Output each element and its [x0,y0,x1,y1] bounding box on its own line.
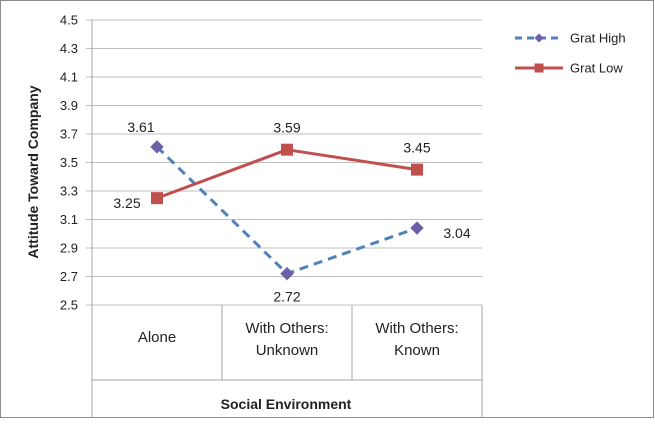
legend-label: Grat High [570,31,626,46]
grid-lines [86,19,482,306]
data-point [151,192,163,205]
data-point [411,163,423,176]
legend-label: Grat Low [570,61,623,76]
legend-item: Grat High [515,31,626,46]
y-tick-label: 3.7 [60,127,78,142]
category-table: Alone With Others: Unknown With Others: Know… [91,305,483,418]
data-point [410,221,424,235]
category-label: Unknown [256,342,319,359]
y-tick-label: 3.1 [60,212,78,227]
plot-series [150,140,424,281]
data-label: 3.59 [273,120,300,136]
data-label: 3.45 [403,140,430,156]
y-axis-ticks: 2.5 2.7 2.9 3.1 3.3 3.5 3.7 3.9 4.1 4.3 4.5 [60,13,78,313]
category-label: Alone [138,329,176,346]
data-label: 3.61 [127,119,154,135]
data-label: 3.25 [113,195,140,211]
y-tick-label: 3.5 [60,155,78,170]
series-grat-high [150,140,424,281]
y-tick-label: 3.3 [60,184,78,199]
data-point [150,140,164,154]
legend-marker [534,63,544,73]
y-tick-label: 2.7 [60,269,78,284]
category-label: With Others: [245,320,328,337]
y-tick-label: 4.3 [60,41,78,56]
category-label: With Others: [375,320,458,337]
x-axis-title: Social Environment [221,396,352,412]
y-tick-label: 3.9 [60,98,78,113]
data-point [280,266,294,281]
y-tick-label: 2.9 [60,241,78,256]
series-grat-low [151,143,423,205]
data-label: 2.72 [273,289,300,305]
data-point [281,143,293,156]
y-tick-label: 2.5 [60,298,78,313]
category-label: Known [394,342,440,359]
legend-marker [534,33,544,43]
data-label: 3.04 [443,225,470,241]
legend-item: Grat Low [515,61,623,76]
y-tick-label: 4.5 [60,13,78,28]
legend: Grat High Grat Low [515,31,626,76]
y-axis-title: Attitude Toward Company [25,85,41,258]
y-tick-label: 4.1 [60,70,78,85]
data-labels: 3.61 2.72 3.04 3.25 3.59 3.45 [113,119,470,305]
